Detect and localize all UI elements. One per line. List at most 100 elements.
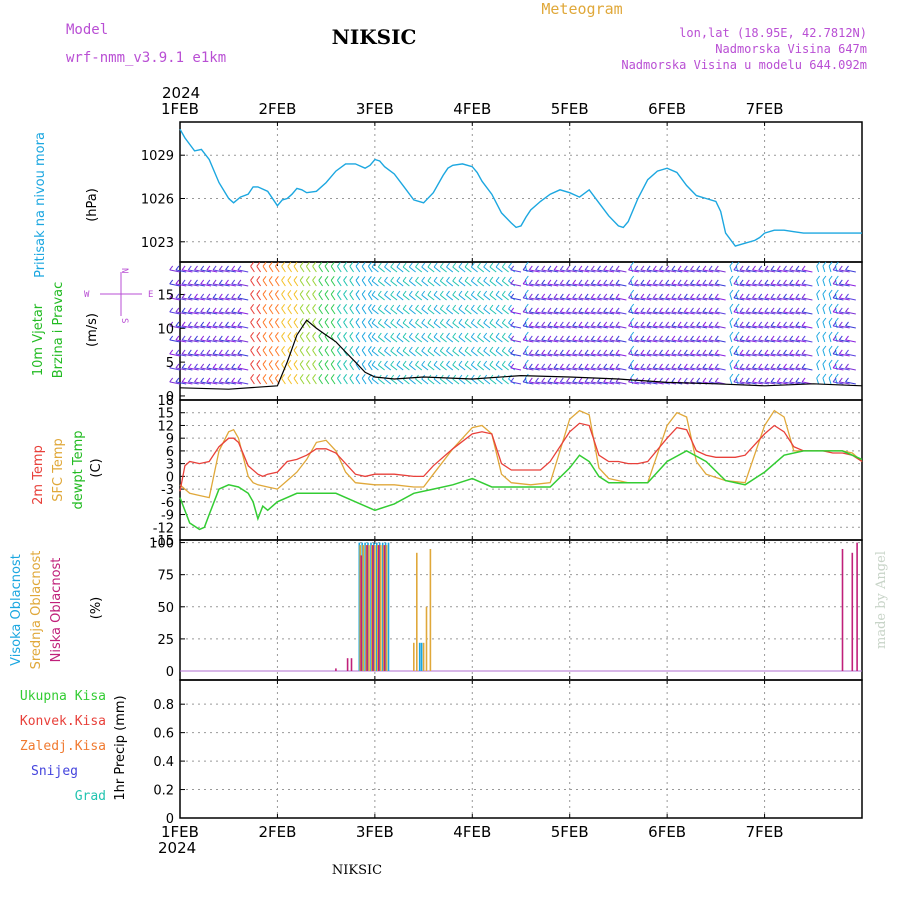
wind-barb-flag	[553, 321, 558, 327]
wind-barb	[729, 307, 733, 315]
wind-barb	[591, 367, 602, 371]
wind-barb-flag	[665, 363, 670, 369]
wind-barb	[324, 322, 330, 329]
wind-barb	[361, 266, 367, 273]
wind-barb-flag	[212, 293, 217, 299]
wind-barb	[572, 325, 584, 329]
wind-barb-flag	[175, 293, 180, 299]
wind-barb-flag	[206, 307, 211, 313]
wind-barb	[361, 294, 367, 301]
wind-barb-flag	[237, 321, 242, 327]
wind-barb	[349, 308, 355, 315]
wind-barb-flag	[764, 293, 769, 299]
wind-barb-flag	[408, 262, 413, 268]
wind-barb	[665, 269, 677, 273]
wind-barb-flag	[677, 377, 682, 383]
y-tick-label: -12	[153, 521, 174, 536]
wind-barb-flag	[495, 304, 500, 310]
wind-barb-flag	[256, 261, 261, 267]
wind-barb-flag	[822, 345, 827, 351]
wind-barb-flag	[584, 363, 589, 369]
precip-legend-grad: Grad	[75, 789, 106, 804]
wind-barb	[336, 350, 342, 357]
wind-barb	[833, 325, 844, 329]
wind-barb-flag	[181, 349, 186, 355]
wind-barb	[377, 336, 385, 343]
wind-barb	[371, 294, 379, 301]
wind-barb	[715, 297, 726, 301]
wind-barb-flag	[677, 279, 682, 285]
wind-barb-flag	[367, 331, 372, 337]
wind-barb-flag	[572, 349, 577, 355]
wind-barb	[566, 325, 577, 329]
wind-barb-flag	[212, 307, 217, 313]
wind-barb	[560, 381, 571, 385]
wind-barb-flag	[535, 349, 539, 355]
wind-barb	[318, 364, 324, 371]
wind-barb-flag	[237, 293, 242, 299]
wind-barb-flag	[287, 359, 292, 365]
wind-barb-flag	[446, 290, 450, 296]
wind-barb-flag	[733, 265, 738, 271]
wind-barb	[477, 378, 485, 385]
wind-barb	[709, 297, 720, 301]
wind-barb-flag	[377, 304, 382, 310]
wind-barb-flag	[795, 335, 800, 341]
wind-barb	[213, 297, 224, 301]
wind-barb	[188, 381, 199, 385]
wind-barb-flag	[783, 307, 787, 313]
wind-barb	[427, 266, 435, 273]
wind-barb	[188, 311, 199, 315]
wind-barb	[653, 339, 664, 343]
wind-barb	[777, 297, 788, 301]
wind-barb	[822, 335, 826, 343]
wind-barb	[795, 353, 807, 357]
wind-barb	[200, 353, 212, 357]
wind-barb	[483, 378, 491, 385]
wind-barb	[547, 325, 559, 329]
wind-barb	[367, 294, 373, 301]
wind-barb-flag	[384, 318, 388, 324]
wind-barb	[231, 297, 243, 301]
wind-barb	[458, 308, 466, 315]
wind-barb	[566, 297, 577, 301]
wind-barb-flag	[677, 321, 682, 327]
wind-barb	[771, 269, 782, 273]
y-tick-label: 6	[166, 445, 174, 460]
wind-barb-flag	[524, 275, 529, 281]
wind-barb	[510, 269, 522, 273]
wind-barb	[733, 269, 745, 273]
wind-barb	[250, 280, 255, 287]
wind-barb	[640, 325, 652, 329]
wind-barb-flag	[408, 290, 413, 296]
dewpoint-line	[179, 450, 863, 531]
wind-barb-flag	[572, 321, 577, 327]
wind-barb-flag	[250, 331, 255, 337]
wind-barb-flag	[541, 335, 546, 341]
wind-barb-flag	[770, 363, 775, 369]
wind-barb-flag	[402, 304, 407, 310]
wind-barb	[729, 279, 733, 287]
wind-barb-flag	[501, 262, 506, 268]
wind-barb	[560, 367, 571, 371]
wind-barb-flag	[237, 279, 242, 285]
wind-barb-flag	[361, 359, 366, 365]
wind-barb	[508, 364, 516, 371]
wind-barb-flag	[293, 345, 298, 351]
wind-barb	[729, 293, 733, 301]
wind-barb	[585, 367, 596, 371]
wind-barb	[833, 311, 844, 315]
wind-barb	[659, 269, 670, 273]
wind-barb	[508, 350, 516, 357]
wind-barb-flag	[371, 276, 376, 282]
wind-barb-flag	[547, 349, 552, 355]
wind-barb-flag	[194, 279, 198, 285]
wind-barb-flag	[733, 335, 738, 341]
wind-barb-flag	[640, 307, 645, 313]
wind-barb	[740, 311, 751, 315]
wind-barb-flag	[169, 349, 174, 355]
wind-barb-flag	[783, 265, 787, 271]
wind-barb	[752, 297, 763, 301]
wind-barb	[477, 280, 485, 287]
wind-barb	[371, 336, 379, 343]
